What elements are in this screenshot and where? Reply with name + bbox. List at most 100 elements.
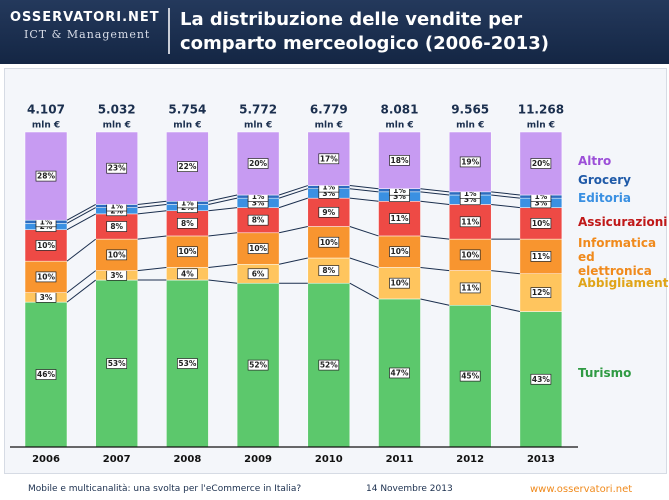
data-label: 3% (322, 189, 335, 198)
connector (420, 200, 450, 205)
label-box (106, 162, 128, 174)
footer-date: 14 Novembre 2013 (366, 484, 453, 494)
total-unit: mln € (315, 121, 343, 131)
x-tick-label: 2010 (315, 454, 343, 465)
data-label: 18% (391, 156, 409, 165)
connector (420, 298, 450, 306)
label-box (247, 243, 269, 254)
data-label: 3% (393, 192, 406, 201)
connector (137, 203, 167, 209)
data-label: 8% (110, 222, 123, 231)
data-label: 8% (252, 216, 265, 225)
data-label: 1% (252, 192, 265, 201)
data-label: 8% (322, 266, 335, 275)
data-label: 3% (252, 198, 265, 207)
data-label: 10% (249, 244, 267, 253)
total-unit: mln € (103, 121, 131, 131)
label-box (247, 359, 269, 371)
connector (420, 266, 450, 272)
data-label: 46% (37, 370, 55, 379)
data-label: 1% (464, 189, 477, 198)
label-box (389, 213, 410, 224)
data-label: 10% (320, 238, 338, 247)
connector (349, 257, 379, 268)
label-box (389, 155, 410, 166)
total-unit: mln € (32, 121, 60, 131)
label-box (35, 240, 57, 251)
label-box (106, 358, 128, 369)
label-box (247, 268, 269, 280)
connector (137, 235, 167, 240)
data-label: 8% (181, 219, 194, 228)
data-label: 10% (37, 272, 55, 281)
connector (66, 207, 96, 224)
total-label: 5.772 (239, 103, 277, 117)
data-label: 1% (535, 192, 548, 201)
data-label: 47% (391, 368, 409, 377)
data-label: 20% (532, 159, 550, 168)
connector (278, 188, 308, 199)
total-label: 5.754 (168, 103, 206, 117)
connector (137, 210, 167, 215)
label-box (389, 367, 410, 379)
label-box (530, 373, 552, 385)
x-tick-label: 2007 (103, 454, 131, 465)
label-box (35, 271, 57, 283)
connector (208, 197, 238, 205)
x-tick-label: 2013 (527, 454, 555, 465)
connector (491, 191, 520, 196)
connector (208, 194, 238, 202)
data-label: 52% (249, 361, 267, 370)
connector (349, 226, 379, 237)
legend-label: Editoria (578, 191, 632, 205)
total-label: 5.032 (98, 103, 136, 117)
data-label: 11% (532, 252, 550, 261)
x-tick-label: 2009 (244, 454, 272, 465)
connector (349, 282, 379, 300)
total-unit: mln € (385, 121, 413, 131)
label-box (177, 161, 198, 172)
label-box (177, 268, 198, 280)
x-tick-label: 2012 (456, 454, 484, 465)
connector (278, 197, 308, 209)
data-label: 3% (40, 293, 53, 302)
connector (66, 213, 96, 231)
connector (491, 203, 520, 209)
connector (420, 191, 450, 196)
label-box (459, 156, 481, 168)
total-label: 9.565 (451, 103, 489, 117)
data-label: 53% (108, 359, 126, 368)
label-box (318, 265, 340, 276)
connector (349, 185, 379, 190)
data-label: 10% (108, 250, 126, 259)
logo: OSSERVATORI.NET (10, 10, 160, 25)
data-label: 11% (461, 283, 479, 292)
data-label: 53% (178, 359, 196, 368)
data-label: 10% (532, 219, 550, 228)
data-label: 45% (461, 372, 479, 381)
connector (66, 238, 97, 262)
connector (208, 207, 238, 212)
data-label: 9% (322, 208, 335, 217)
label-box (530, 287, 552, 298)
data-label: 23% (108, 164, 126, 173)
label-box (459, 216, 481, 228)
connector (137, 266, 167, 272)
label-box (106, 249, 128, 261)
total-label: 6.779 (310, 103, 348, 117)
label-box (459, 370, 481, 382)
connector (278, 185, 308, 196)
data-label: 10% (37, 241, 55, 250)
data-label: 1% (393, 186, 406, 195)
connector (491, 270, 520, 275)
data-label: 1% (181, 198, 194, 207)
total-label: 11.268 (518, 103, 564, 117)
legend-label: Turismo (578, 366, 632, 380)
chart-title: La distribuzione delle vendite per compa… (180, 9, 550, 54)
data-label: 3% (464, 195, 477, 204)
total-unit: mln € (456, 121, 484, 131)
legend-label: Assicurazioni (578, 215, 668, 229)
legend-label: Informatica ed elettronica (578, 236, 657, 278)
